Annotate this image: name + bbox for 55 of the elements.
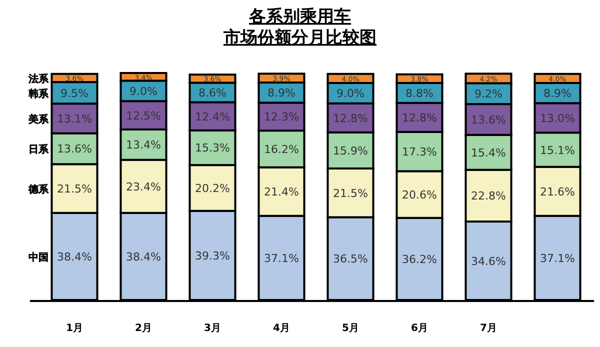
data-label: 12.4% [195,110,230,124]
data-label: 15.1% [540,144,575,157]
data-label: 39.3% [195,249,230,262]
x-tick-label: 4月 [273,323,290,334]
data-label: 16.2% [264,142,299,156]
data-label: 13.4% [126,138,161,152]
data-label: 17.3% [402,146,437,159]
data-label: 23.4% [126,180,161,194]
data-label: 20.6% [402,188,437,202]
data-label: 12.3% [264,110,299,124]
chart-title: 各系别乘用车 [248,7,351,27]
series-label: 中国 [28,251,49,264]
data-label: 15.3% [195,142,230,155]
data-label: 38.4% [57,250,92,264]
data-label: 8.8% [406,86,434,100]
data-label: 36.5% [333,252,368,266]
series-label: 韩系 [28,88,50,100]
data-label: 9.2% [474,88,502,101]
x-tick-label: 2月 [135,323,152,334]
series-label: 法系 [28,72,50,85]
data-label: 21.4% [264,186,299,199]
data-label: 8.9% [544,87,572,100]
data-label: 9.5% [60,86,88,100]
series-label: 美系 [28,113,50,126]
data-label: 13.0% [540,112,575,125]
data-label: 13.6% [471,113,506,126]
x-tick-label: 1月 [66,323,83,334]
data-label: 20.2% [195,182,230,195]
data-label: 9.0% [130,84,158,98]
x-tick-label: 7月 [480,323,497,334]
data-label: 15.4% [471,146,506,160]
data-label: 37.1% [540,252,575,265]
data-label: 34.6% [471,254,506,268]
data-label: 8.6% [198,86,226,100]
data-label: 21.5% [333,186,368,200]
x-tick-label: 6月 [411,323,428,334]
series-label: 德系 [28,184,50,196]
series-label: 日系 [28,144,50,156]
data-label: 36.2% [402,252,437,266]
chart-subtitle: 市场份额分月比较图 [222,28,376,48]
data-label: 12.8% [333,112,368,125]
data-label: 9.0% [336,87,364,100]
data-label: 38.4% [126,250,161,264]
x-tick-label: 3月 [204,323,221,334]
data-label: 21.6% [540,185,575,198]
x-tick-label: 5月 [342,323,359,334]
data-label: 37.1% [264,252,299,265]
data-label: 12.5% [126,109,161,122]
data-label: 21.5% [57,182,92,196]
data-label: 13.1% [57,112,92,126]
data-label: 13.6% [57,142,92,156]
data-label: 15.9% [333,144,368,158]
data-label: 8.9% [268,86,296,100]
data-label: 22.8% [471,190,506,203]
data-label: 12.8% [402,111,437,124]
